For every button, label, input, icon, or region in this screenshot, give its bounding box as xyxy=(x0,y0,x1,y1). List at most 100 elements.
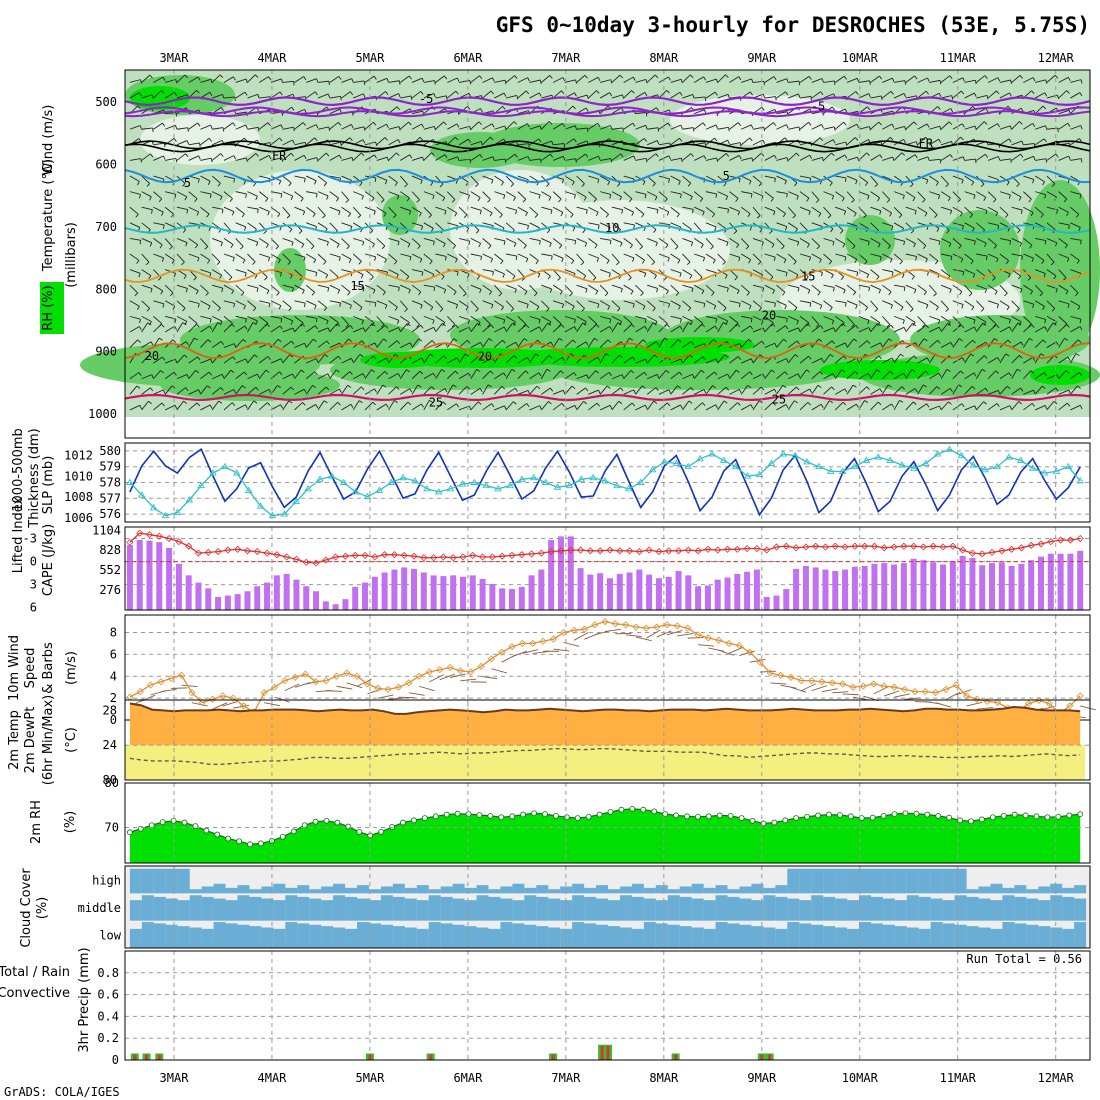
cloud-bar xyxy=(954,895,967,921)
wind-barb xyxy=(917,206,928,214)
wind-barb xyxy=(588,316,597,325)
lifted-index-point xyxy=(469,551,477,560)
cloud-bar xyxy=(321,886,334,894)
wind-barb xyxy=(1046,315,1057,323)
wind-barb-flag xyxy=(864,182,869,187)
wind-barb-flag xyxy=(209,318,212,323)
wind-barb-flag xyxy=(148,400,152,405)
wind-barb xyxy=(834,369,842,380)
wind-barb-flag xyxy=(398,80,401,85)
wind-barb xyxy=(341,403,352,411)
wind-barb xyxy=(1034,206,1044,215)
wind10m-point xyxy=(704,634,712,642)
wind-barb-flag xyxy=(558,244,563,249)
wind-barb xyxy=(846,253,857,260)
wind-barb xyxy=(1070,353,1077,364)
wind-barb xyxy=(376,269,388,273)
thickness-point xyxy=(387,478,396,485)
thickness-point xyxy=(1052,467,1061,474)
wind-barb-flag xyxy=(361,195,364,200)
wind-barb-flag xyxy=(654,196,658,201)
rh2m-point xyxy=(170,817,177,824)
wind-barb xyxy=(1046,300,1056,309)
cloud-bar xyxy=(739,898,752,921)
wind-barb xyxy=(317,126,329,130)
wind-barb xyxy=(212,373,223,380)
wind-barb xyxy=(200,315,212,320)
temperature-tick: 80 xyxy=(103,773,117,787)
cloud-bar xyxy=(584,923,597,948)
wind-barb-flag xyxy=(805,276,809,281)
wind-barb xyxy=(646,341,657,348)
wind-barb xyxy=(882,403,892,411)
cloud-bar xyxy=(500,886,513,894)
wind-barb xyxy=(905,191,916,198)
wind-barb xyxy=(411,370,421,380)
wind-barb-flag xyxy=(572,105,576,110)
wind-barb-flag xyxy=(475,308,479,312)
wind-barb xyxy=(1023,356,1033,364)
wind-barb xyxy=(282,327,294,333)
wind-barb-flag xyxy=(396,274,399,279)
wind-barb-flag xyxy=(310,245,315,250)
wind-barb-flag xyxy=(193,277,197,281)
wind-barb-flag xyxy=(244,272,247,277)
wind-barb-flag xyxy=(502,273,505,278)
wind-barb-flag xyxy=(182,229,187,233)
wind-barb xyxy=(223,96,235,99)
date-label-top: 11MAR xyxy=(940,51,977,65)
date-label-bottom: 10MAR xyxy=(842,1071,879,1085)
wind-barb-flag xyxy=(727,140,730,145)
wind-barb-flag xyxy=(444,388,448,393)
wind-barb-flag xyxy=(1005,214,1009,218)
thickness-point xyxy=(921,459,930,466)
wind-barb xyxy=(846,357,858,364)
wind-barb-flag xyxy=(927,77,930,82)
wind-barb xyxy=(1058,324,1068,333)
wind-barb-flag xyxy=(252,322,257,325)
wind-barb-flag xyxy=(349,371,353,375)
wind-barb-flag xyxy=(286,215,291,219)
wind-barb xyxy=(235,284,245,293)
wind-barb xyxy=(258,76,269,83)
wind-barb xyxy=(259,253,270,258)
wind-barb xyxy=(494,92,505,99)
wind-barb-flag xyxy=(877,197,881,202)
wind-barb xyxy=(423,353,431,364)
wind-barb-flag xyxy=(445,95,448,100)
wind-barb-flag xyxy=(774,388,777,393)
cape-bar xyxy=(195,582,202,610)
wind-barb xyxy=(282,373,293,380)
wind-barb-flag xyxy=(665,244,669,249)
wind-barb-flag xyxy=(914,75,918,80)
wind-barb-flag xyxy=(1009,326,1012,331)
wind-barb-flag xyxy=(185,387,189,391)
wind-barb xyxy=(964,300,975,308)
wind-barb-flag xyxy=(149,242,153,247)
wind-barb-flag xyxy=(277,385,281,389)
wind-barb-flag xyxy=(1053,401,1058,405)
wind-barb xyxy=(376,77,388,83)
cape-bar xyxy=(156,542,163,610)
wind-barb-flag xyxy=(901,152,905,156)
wind-barb xyxy=(999,138,1010,146)
wind-barb-flag xyxy=(736,290,740,295)
wind-barb xyxy=(964,284,973,294)
wind-barb xyxy=(552,238,563,246)
wind-barb-flag xyxy=(573,138,577,143)
wind-barb xyxy=(212,237,223,243)
wind-barb-flag xyxy=(254,74,259,78)
cape-bar xyxy=(881,563,888,610)
wind-barb-flag xyxy=(686,261,691,266)
wind-barb xyxy=(141,153,151,161)
wind-barb xyxy=(141,322,149,333)
wind-barb-flag xyxy=(537,273,541,278)
wind-barb-flag xyxy=(350,124,354,129)
wind-barb-flag xyxy=(666,323,670,328)
cloud-bar xyxy=(333,895,346,921)
wind-barb-flag xyxy=(233,389,236,394)
rh2m-label: 2m RH xyxy=(29,800,44,844)
wind-barb xyxy=(141,206,153,211)
cloud-bar xyxy=(619,886,632,894)
wind-barb-flag xyxy=(841,369,846,373)
